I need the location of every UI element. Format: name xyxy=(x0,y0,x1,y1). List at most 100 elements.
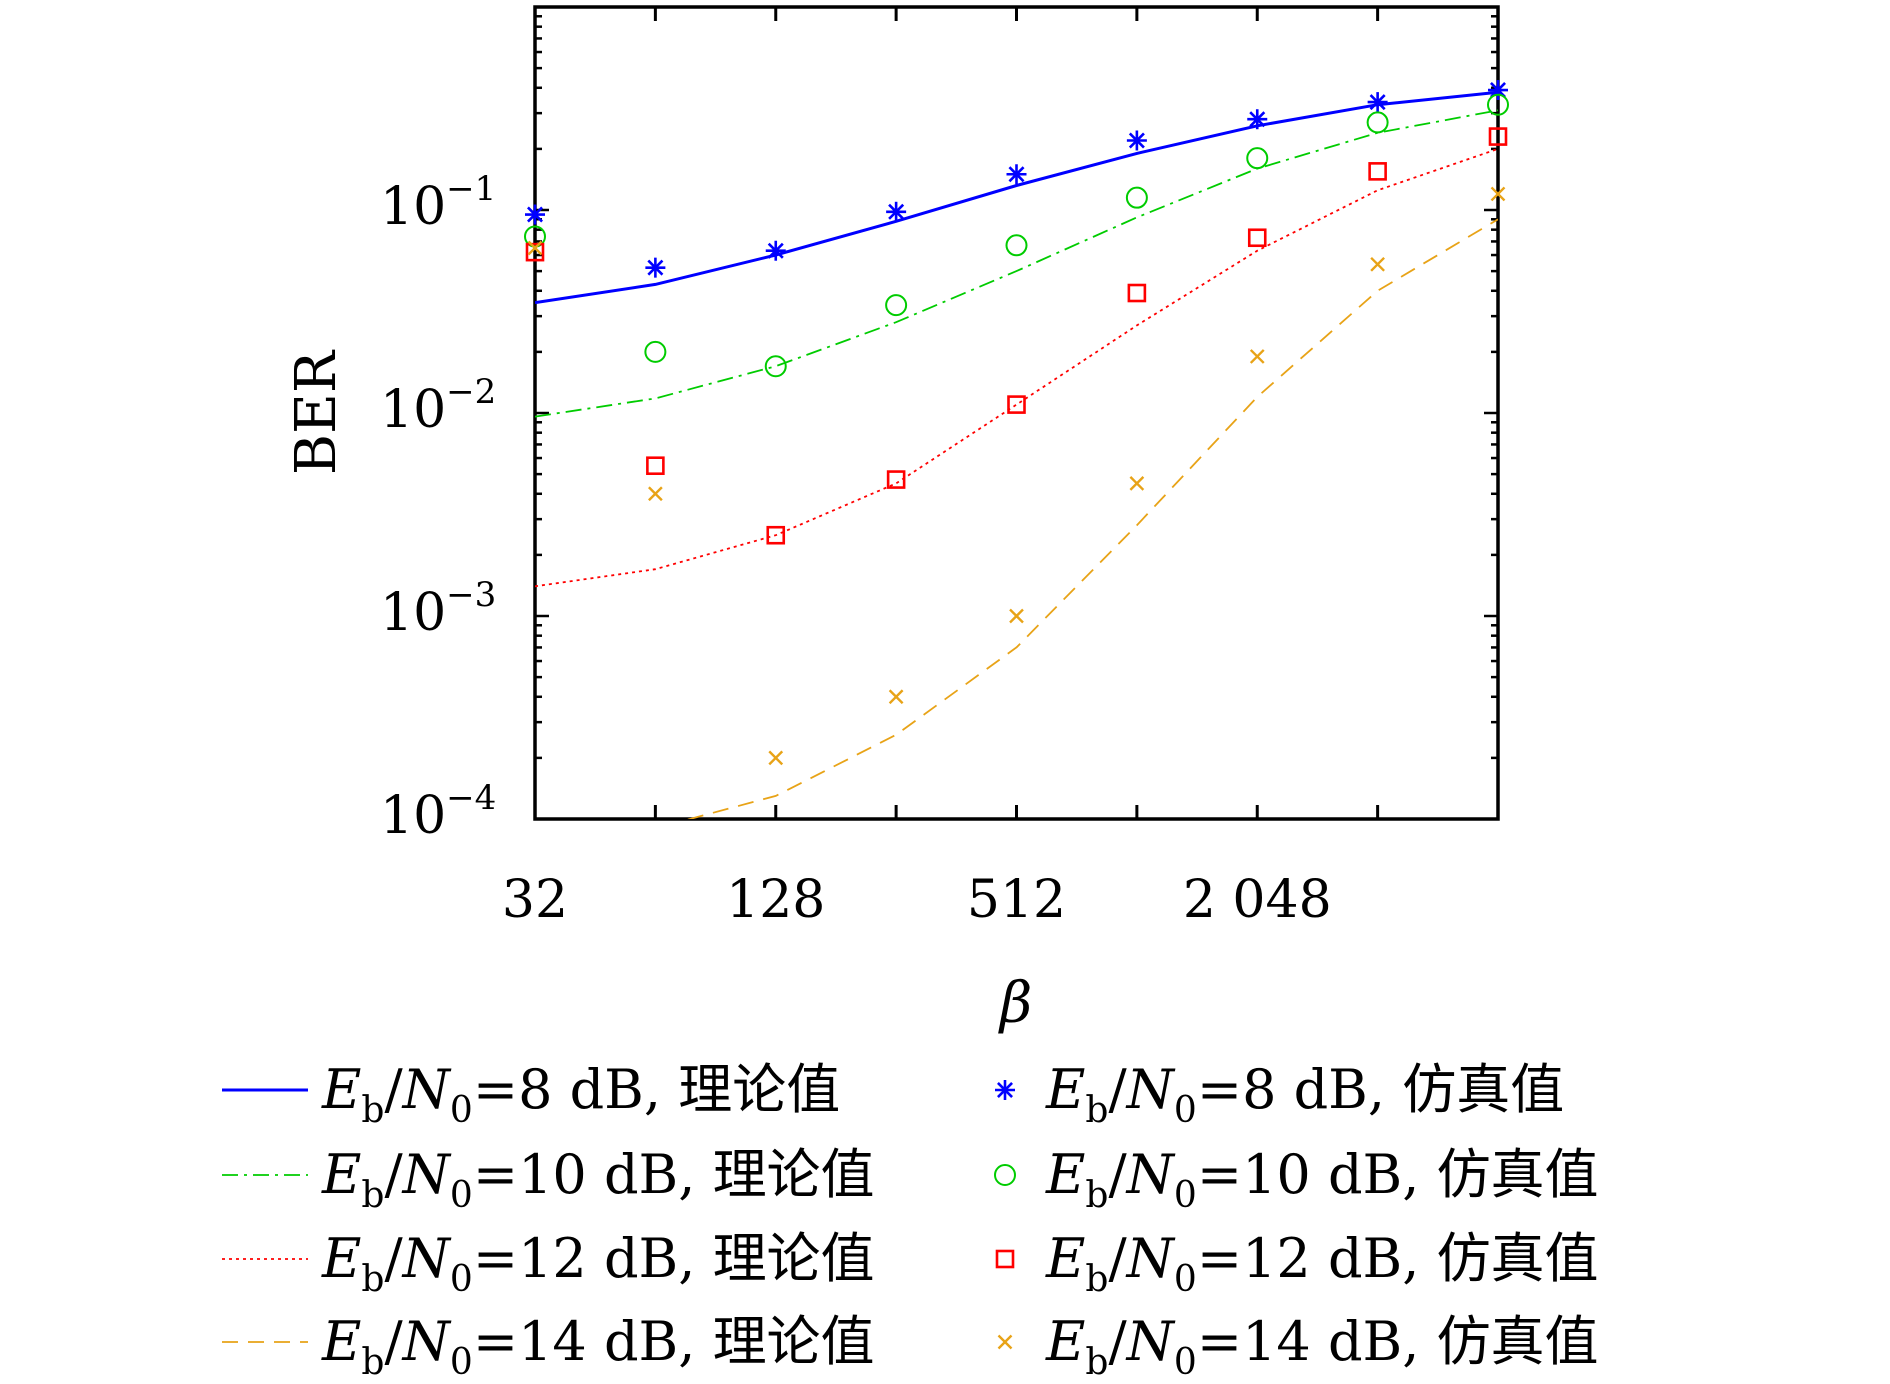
legend-n-symbol: N xyxy=(1125,1143,1176,1206)
legend-n-sub: 0 xyxy=(450,1175,473,1216)
square-outline xyxy=(525,242,545,262)
circle-outline xyxy=(1005,234,1028,257)
legend-kind: 理论值 xyxy=(678,1058,840,1121)
legend-equals: = xyxy=(473,1227,518,1290)
legend-n-sub: 0 xyxy=(1174,1342,1197,1383)
x-stroke xyxy=(527,240,543,256)
sim-point-12db xyxy=(525,242,545,262)
legend-n-symbol: N xyxy=(401,1058,452,1121)
legend-slash: / xyxy=(384,1143,403,1206)
square-outline xyxy=(886,470,906,489)
legend-e-symbol: E xyxy=(1045,1058,1085,1121)
legend-marker-sim-10db xyxy=(994,1164,1016,1186)
sim-point-14db xyxy=(1249,349,1265,364)
y-tick-label: 10−4 xyxy=(380,778,496,846)
legend-unit: dB, xyxy=(1328,1310,1419,1373)
legend-ebn0-value: 12 xyxy=(518,1227,587,1290)
legend-e-sub: b xyxy=(361,1259,384,1300)
asterisk-stroke xyxy=(1490,82,1506,99)
circle-outline xyxy=(1246,147,1269,170)
sim-point-10db xyxy=(1366,111,1389,134)
legend-space xyxy=(1311,1310,1328,1373)
y-tick-base: 10 xyxy=(380,786,446,846)
legend-n-sub: 0 xyxy=(1174,1090,1197,1131)
legend-kind: 仿真值 xyxy=(1437,1310,1599,1373)
y-tick-label: 10−1 xyxy=(380,169,496,237)
x-stroke xyxy=(888,689,904,705)
legend-n-symbol: N xyxy=(401,1310,452,1373)
legend-label-sim-12db: Eb/N0=12 dB, 仿真值 xyxy=(1045,1227,1599,1300)
x-stroke xyxy=(1370,256,1385,272)
sim-point-8db xyxy=(765,240,786,261)
x-stroke xyxy=(1249,349,1265,364)
legend-slash: / xyxy=(1108,1310,1127,1373)
legend-e-symbol: E xyxy=(321,1058,361,1121)
legend-e-sub: b xyxy=(361,1175,384,1216)
y-axis-title: BER xyxy=(284,349,349,475)
sim-point-12db xyxy=(1488,127,1508,146)
sim-point-12db xyxy=(886,470,906,489)
legend-n-symbol: N xyxy=(401,1227,452,1290)
legend-space xyxy=(1311,1143,1328,1206)
legend-space xyxy=(587,1227,604,1290)
legend-space xyxy=(587,1310,604,1373)
circle-outline xyxy=(1125,186,1148,209)
x-stroke xyxy=(648,486,663,502)
legend-equals: = xyxy=(473,1058,518,1121)
sim-point-14db xyxy=(527,240,543,256)
theory-line-12db xyxy=(535,148,1498,588)
sim-point-10db xyxy=(644,340,667,363)
x-tick-label: 128 xyxy=(726,870,825,930)
legend-equals: = xyxy=(473,1310,518,1373)
legend-slash: / xyxy=(1108,1143,1127,1206)
legend-e-sub: b xyxy=(1085,1175,1108,1216)
legend-e-symbol: E xyxy=(321,1310,361,1373)
y-tick-exponent: −4 xyxy=(446,778,496,818)
legend-e-sub: b xyxy=(1085,1090,1108,1131)
legend-space xyxy=(1419,1310,1436,1373)
asterisk-stroke xyxy=(1128,132,1145,149)
theory-line-10db xyxy=(535,109,1498,418)
asterisk-stroke xyxy=(888,203,905,220)
sim-point-14db xyxy=(1370,256,1385,272)
legend-label-theory-12db: Eb/N0=12 dB, 理论值 xyxy=(321,1227,875,1300)
square-outline xyxy=(1368,162,1387,181)
legend-e-symbol: E xyxy=(1045,1310,1085,1373)
legend-marker-sim-14db xyxy=(997,1334,1013,1350)
square-outline xyxy=(1127,283,1147,303)
sim-point-12db xyxy=(1007,395,1026,414)
legend-label-theory-8db: Eb/N0=8 dB, 理论值 xyxy=(321,1058,840,1131)
legend-slash: / xyxy=(384,1058,403,1121)
sim-point-14db xyxy=(1009,608,1024,624)
legend-slash: / xyxy=(384,1310,403,1373)
legend-space xyxy=(1419,1143,1436,1206)
legend-unit: dB, xyxy=(570,1058,661,1121)
sim-point-10db xyxy=(1125,186,1148,209)
legend-n-symbol: N xyxy=(1125,1310,1176,1373)
square-outline xyxy=(1007,395,1026,414)
legend-e-symbol: E xyxy=(1045,1227,1085,1290)
legend-label-sim-8db: Eb/N0=8 dB, 仿真值 xyxy=(1045,1058,1564,1131)
sim-point-12db xyxy=(1127,283,1147,303)
sim-point-8db xyxy=(1247,109,1268,130)
sim-point-14db xyxy=(648,486,663,502)
legend-ebn0-value: 8 xyxy=(1242,1058,1276,1121)
circle-outline xyxy=(994,1164,1016,1186)
sim-point-14db xyxy=(1490,186,1506,202)
legend-e-sub: b xyxy=(361,1090,384,1131)
asterisk-stroke xyxy=(527,206,543,223)
legend-marker-sim-8db xyxy=(995,1080,1015,1100)
legend-e-symbol: E xyxy=(1045,1143,1085,1206)
sim-point-14db xyxy=(888,689,904,705)
y-tick-label: 10−3 xyxy=(380,575,496,643)
x-stroke xyxy=(768,750,784,766)
sim-point-8db xyxy=(1006,164,1027,185)
legend-n-symbol: N xyxy=(401,1143,452,1206)
asterisk-stroke xyxy=(1369,94,1386,111)
circle-outline xyxy=(1366,111,1389,134)
sim-point-8db xyxy=(645,257,666,278)
legend-kind: 仿真值 xyxy=(1437,1227,1599,1290)
square-outline xyxy=(995,1249,1015,1269)
sim-point-14db xyxy=(768,750,784,766)
legend-space xyxy=(661,1058,678,1121)
